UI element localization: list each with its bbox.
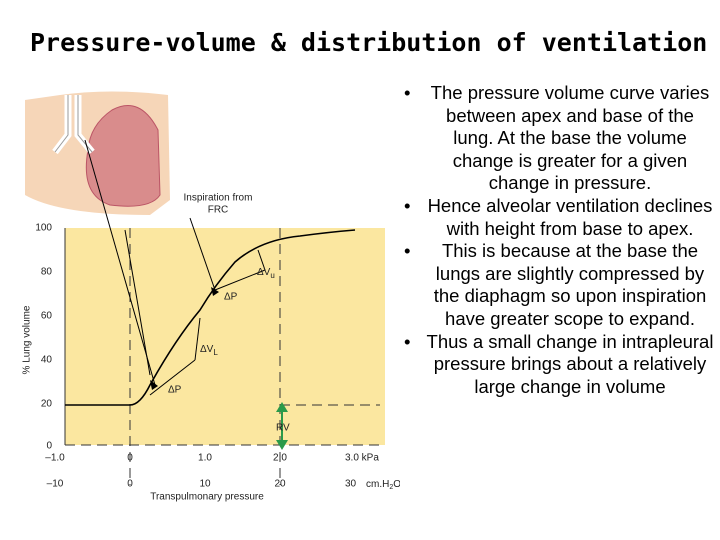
slide-title: Pressure-volume & distribution of ventil… (30, 28, 708, 57)
x-tick-label: 0 (127, 479, 133, 490)
x-axis-title: Transpulmonary pressure (150, 492, 264, 503)
pointers (84, 139, 266, 396)
bullet-list: The pressure volume curve varies between… (400, 82, 716, 398)
x-tick-label: 2.0 (273, 453, 287, 464)
x-tick-label: –1.0 (45, 453, 65, 464)
rv-arrowheads (276, 402, 288, 450)
rv-label: RV (276, 423, 290, 434)
plot-area (65, 228, 385, 445)
y-tick-label: 0 (46, 441, 52, 452)
lung (85, 105, 161, 207)
bullet: Thus a small change in intrapleural pres… (400, 331, 716, 399)
delta-v-upper: ΔVu (257, 267, 275, 280)
delta-p-lower: ΔP (168, 385, 182, 396)
bullet: The pressure volume curve varies between… (400, 82, 716, 195)
delta-v-lower: ΔVL (200, 344, 218, 357)
y-tick-label: 100 (35, 223, 52, 234)
trachea-outline (54, 95, 93, 153)
x-tick-label: 10 (199, 479, 211, 490)
bullet: This is because at the base the lungs ar… (400, 240, 716, 330)
x-tick-label: –10 (47, 479, 64, 490)
x-unit: cm.H2O (366, 479, 400, 491)
x-tick-label: 20 (274, 479, 286, 490)
y-tick-label: 20 (41, 399, 53, 410)
x-tick-label: 3.0 kPa (345, 453, 379, 464)
pv-curve (65, 229, 356, 406)
figure: Inspiration from FRC % Lung volume 10080… (22, 91, 400, 503)
annotation: FRC (208, 205, 229, 216)
y-axis-title: % Lung volume (22, 305, 33, 374)
y-tick-label: 60 (41, 311, 53, 322)
bullet: Hence alveolar ventilation declines with… (400, 195, 716, 240)
annotation: Inspiration from (184, 193, 253, 204)
y-tick-label: 80 (41, 267, 53, 278)
x-tick-label: 30 (345, 479, 357, 490)
x-tick-label: 1.0 (198, 453, 212, 464)
delta-p-upper: ΔP (224, 292, 238, 303)
y-tick-label: 40 (41, 355, 53, 366)
x-tick-label: 0 (127, 453, 133, 464)
